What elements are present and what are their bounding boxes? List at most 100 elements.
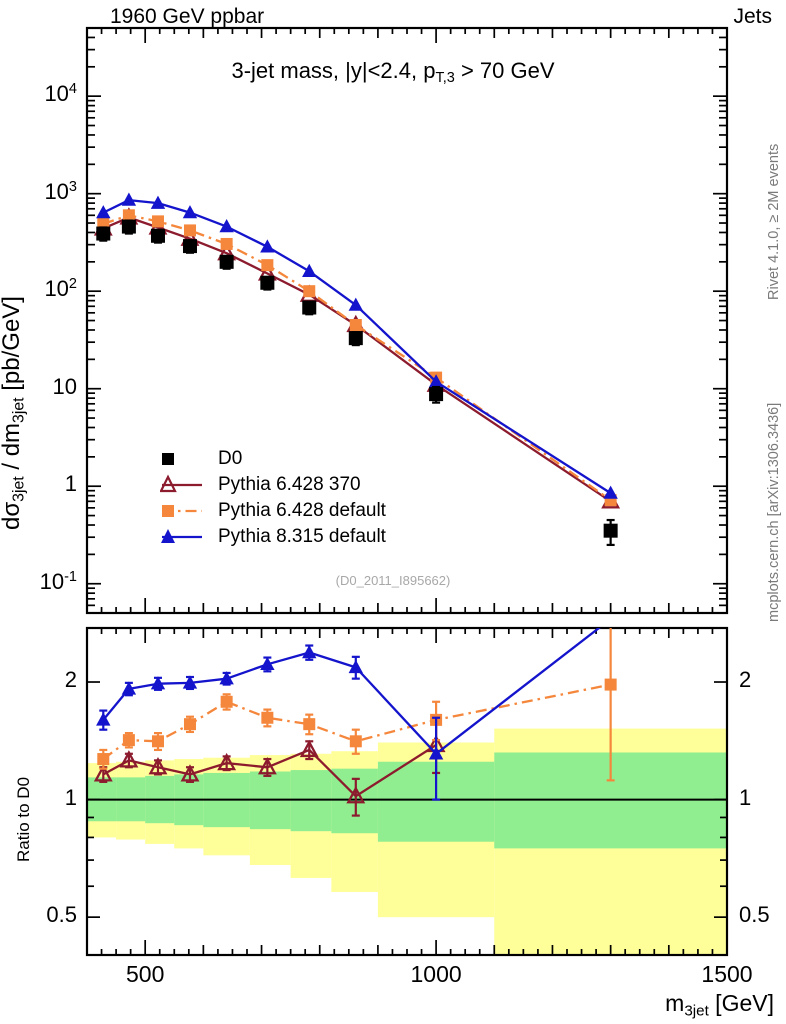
x-axis-title-unit: [GeV] [708, 990, 774, 1016]
y-tick-label-4: 103 [44, 178, 77, 204]
marker-square [122, 734, 135, 747]
x-tick-label-1: 1000 [410, 961, 462, 987]
x-tick-label-2: 1500 [701, 961, 753, 987]
legend-marker-glyph [161, 529, 175, 543]
x-axis-title: m3jet [GeV] [665, 990, 774, 1019]
marker-triangle-open [217, 752, 237, 771]
x-tick-label-0: 500 [125, 961, 165, 987]
marker-square [220, 237, 233, 250]
marker-square [183, 718, 196, 731]
ratio-tick-label-right-1: 1 [739, 784, 752, 810]
marker-square [348, 331, 363, 346]
ratio-tick-label-left-2: 2 [64, 667, 77, 692]
ratio-tick-label-right-2: 2 [739, 667, 752, 692]
marker-triangle [121, 681, 137, 695]
marker-triangle [96, 712, 111, 726]
legend-label-pythia6_default: Pythia 6.428 default [218, 500, 386, 521]
main-line-pythia8_default [102, 198, 612, 495]
legend-marker-pythia6_370 [160, 474, 202, 493]
marker-square [220, 695, 233, 708]
marker-square [349, 735, 362, 748]
marker-triangle-open [93, 764, 113, 782]
marker-triangle [150, 676, 166, 690]
marker-triangle [603, 485, 618, 499]
marker-triangle-open [180, 764, 200, 782]
axis-ticks [86, 27, 728, 956]
plot-title-subscript: T,3 [435, 70, 455, 87]
ratio-tick-label-right-0: 0.5 [739, 902, 770, 928]
legend-marker-pythia8_default [161, 529, 202, 543]
marker-square [302, 300, 317, 315]
marker-triangle-open [299, 739, 319, 758]
marker-square [303, 285, 316, 298]
ratio-series-pythia8_default [96, 628, 601, 801]
y-tick-label-5: 104 [44, 81, 77, 107]
plot-title-part-b: > 70 GeV [454, 58, 555, 83]
marker-square [349, 319, 362, 332]
marker-triangle [182, 205, 198, 219]
marker-square [261, 711, 274, 724]
marker-triangle [121, 192, 137, 206]
marker-square [261, 259, 274, 272]
marker-triangle [150, 195, 166, 209]
legend-label-data: D0 [218, 448, 243, 469]
marker-triangle [428, 374, 444, 388]
header-left-beam-label: 1960 GeV ppbar [110, 5, 265, 28]
y-tick-label-0: 10-1 [39, 568, 77, 594]
marker-square [604, 678, 617, 691]
main-series-pythia8_default [96, 192, 618, 499]
marker-square [150, 228, 165, 243]
marker-square [182, 239, 197, 254]
marker-triangle [302, 263, 317, 277]
marker-square [303, 718, 316, 731]
y-tick-label-3: 102 [44, 276, 77, 302]
marker-triangle-open [346, 786, 366, 804]
y-tick-label-1: 1 [64, 471, 77, 497]
marker-square [96, 226, 111, 241]
marker-square [183, 224, 196, 237]
marker-square [151, 215, 164, 228]
ratio-tick-label-left-0: 0.5 [46, 902, 77, 928]
marker-triangle [260, 239, 275, 253]
legend-label-pythia8_default: Pythia 8.315 default [218, 526, 386, 547]
legend-marker-glyph [162, 505, 174, 517]
marker-square [122, 209, 135, 222]
plot-title-part-a: 3-jet mass, |y|<2.4, p [231, 58, 436, 83]
legend-label-pythia6_370: Pythia 6.428 370 [218, 474, 361, 495]
marker-square [260, 275, 275, 290]
marker-triangle [182, 675, 198, 689]
main-line-pythia6_370 [102, 216, 612, 503]
marker-triangle [348, 659, 363, 674]
marker-triangle [260, 656, 275, 671]
ratio-uncertainty-bands [87, 728, 727, 955]
plot-title: 3-jet mass, |y|<2.4, pT,3 > 70 GeV [0, 58, 786, 86]
legend-marker-glyph [160, 474, 177, 493]
x-axis-title-base: m [665, 990, 685, 1016]
legend-marker-glyph [162, 453, 174, 465]
x-axis-title-sub: 3jet [684, 1002, 709, 1020]
main-line-pythia6_default [102, 214, 612, 502]
marker-triangle-open [257, 757, 277, 775]
marker-triangle [348, 297, 363, 311]
marker-square [219, 254, 234, 269]
marker-triangle [96, 205, 111, 219]
marker-square [151, 735, 164, 748]
marker-triangle-open [148, 757, 168, 775]
ratio-series-group [93, 628, 617, 817]
legend-marker-data [162, 453, 174, 465]
marker-triangle [219, 671, 234, 685]
ratio-tick-label-left-1: 1 [64, 784, 77, 810]
marker-triangle-open [119, 750, 139, 768]
marker-square [97, 753, 110, 766]
dataset-reference-label: (D0_2011_I895662) [335, 573, 451, 588]
band-inner-segment [290, 770, 332, 832]
marker-triangle [219, 219, 234, 233]
marker-triangle [428, 746, 444, 760]
marker-square [429, 387, 444, 402]
header-right-category-label: Jets [733, 5, 772, 28]
legend-marker-pythia6_default [162, 505, 202, 517]
marker-triangle [302, 645, 317, 659]
marker-square [121, 219, 136, 234]
